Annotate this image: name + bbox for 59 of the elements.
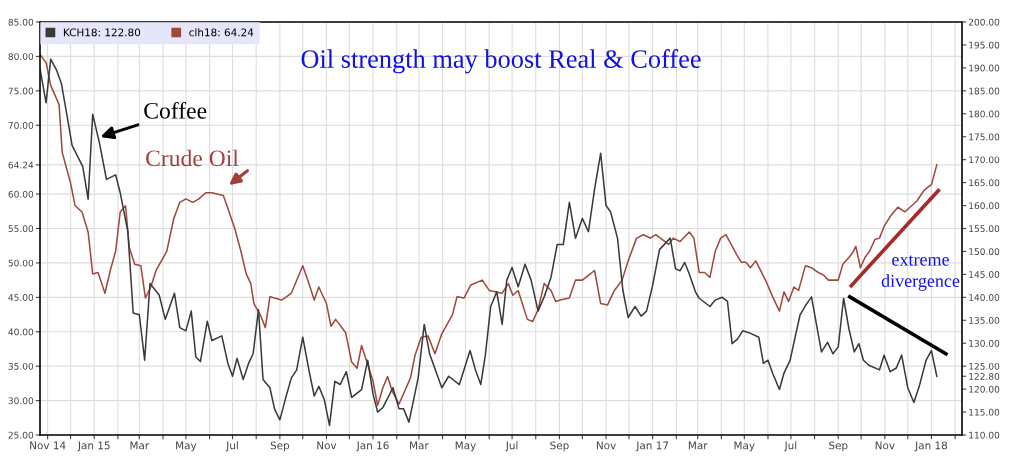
x-tick-label: Sep xyxy=(270,441,290,452)
text: Oil strength may boost Real & Coffee xyxy=(301,49,701,74)
x-tick-label: May xyxy=(176,441,197,452)
x-tick-label: Jul xyxy=(505,441,518,452)
x-tick-label: May xyxy=(734,441,755,452)
y2-tick-label: 140.00 xyxy=(969,294,1000,301)
y-tick-label: 75.00 xyxy=(8,87,34,95)
x-tick-label: Jan 18 xyxy=(914,441,948,452)
y2-tick-label: 130.00 xyxy=(969,339,1000,347)
y-tick-label: 60.00 xyxy=(8,190,34,198)
y2-tick-label: 160.00 xyxy=(969,202,1000,210)
y2-tick-label: 125.00 xyxy=(969,362,1000,370)
y2-tick-label: 115.00 xyxy=(969,408,1000,416)
y-tick-label: 25.00 xyxy=(8,431,34,439)
y2-tick-label: 150.00 xyxy=(969,248,1000,255)
x-tick-label: Jan 15 xyxy=(77,441,110,452)
y-tick-label: 35.00 xyxy=(8,362,34,370)
y2-tick-label: 175.00 xyxy=(969,133,1000,141)
y-tick-label: 45.00 xyxy=(8,294,34,301)
y2-tick-label: 122.80 xyxy=(969,372,1000,380)
y2-tick-label: 155.00 xyxy=(969,225,1000,233)
x-tick-label: Nov xyxy=(317,441,337,450)
y-tick-label: 55.00 xyxy=(8,225,34,233)
y-tick-label: 30.00 xyxy=(8,397,34,405)
annotation: extreme divergence xyxy=(881,255,960,291)
x-tick-label: Nov xyxy=(596,441,616,450)
y2-tick-label: 200.00 xyxy=(968,18,1000,26)
x-tick-label: Nov 14 xyxy=(30,441,66,450)
y-tick-label: 50.00 xyxy=(8,259,34,267)
y2-tick-label: 185.00 xyxy=(969,87,1000,95)
y2-tick-label: 120.00 xyxy=(969,385,1000,393)
y2-tick-label: 195.00 xyxy=(969,41,1000,49)
y-tick-label: 70.00 xyxy=(8,121,34,129)
x-tick-label: Mar xyxy=(688,441,708,450)
y-tick-label: 80.00 xyxy=(8,53,34,60)
x-tick-label: Jul xyxy=(225,441,238,452)
y2-tick-label: 145.00 xyxy=(969,271,1000,278)
x-tick-label: Mar xyxy=(130,441,150,450)
legend-label: clh18: 64.24 xyxy=(189,28,254,37)
y2-tick-label: 135.00 xyxy=(969,317,1000,324)
x-tick-label: Jul xyxy=(784,441,797,452)
x-tick-label: Nov xyxy=(875,441,895,450)
x-tick-label: Sep xyxy=(550,441,569,452)
y2-tick-label: 180.00 xyxy=(969,110,1000,118)
y-tick-label: 64.24 xyxy=(8,161,34,169)
y2-tick-label: 190.00 xyxy=(969,64,1000,72)
y2-tick-label: 165.00 xyxy=(969,179,1000,187)
legend-label: KCH18: 122.80 xyxy=(63,28,141,37)
y-tick-label: 40.00 xyxy=(8,328,34,336)
y2-tick-label: 170.00 xyxy=(969,156,1000,164)
annotation: Coffee xyxy=(144,101,207,119)
y2-tick-label: 110.00 xyxy=(969,431,1000,439)
x-tick-label: Jan 16 xyxy=(356,441,389,452)
annotation: Crude Oil xyxy=(146,149,239,167)
x-tick-label: Jan 17 xyxy=(635,441,669,452)
x-tick-label: Mar xyxy=(410,441,429,450)
x-tick-label: Sep xyxy=(829,441,848,452)
x-tick-label: May xyxy=(455,441,476,452)
y-tick-label: 85.00 xyxy=(8,18,34,26)
